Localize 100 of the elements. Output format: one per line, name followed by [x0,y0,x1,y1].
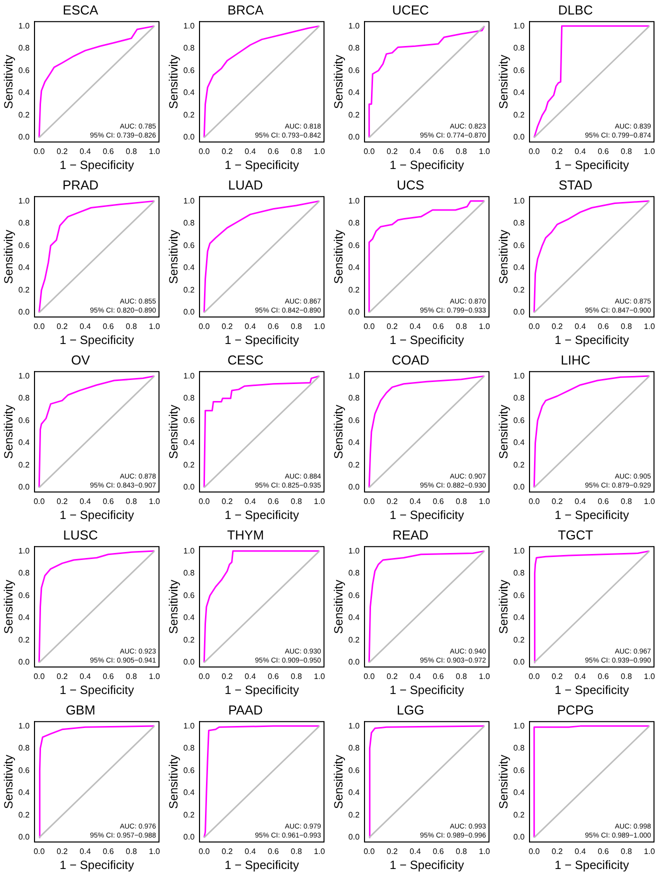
y-tick-label: 0.8 [183,44,196,53]
x-tick-label: 1.0 [644,147,656,156]
x-tick-label: 0.4 [574,672,586,682]
x-tick-label: 0.6 [432,322,444,332]
y-tick-label: 0.0 [348,832,360,842]
chart-title: PRAD [62,177,99,192]
y-tick-label: 0.8 [513,218,526,228]
y-tick-label: 0.2 [513,110,526,120]
y-tick-label: 0.8 [348,394,360,403]
x-tick-label: 0.0 [364,847,376,856]
x-axis-title: 1 − Specificity [60,858,134,872]
x-tick-label: 0.4 [574,847,586,856]
chart-title: UCS [396,177,425,192]
y-tick-label: 0.4 [513,788,526,798]
x-axis-title: 1 − Specificity [60,333,134,348]
y-tick-label: 0.2 [18,810,30,820]
x-tick-label: 0.6 [598,147,610,156]
x-tick-label: 1.0 [314,672,326,682]
x-tick-label: 0.6 [432,497,444,506]
x-tick-label: 0.8 [620,847,632,856]
y-tick-label: 0.4 [513,263,526,272]
y-tick-label: 1.0 [18,196,30,206]
x-tick-label: 0.4 [80,322,92,332]
y-tick-label: 0.4 [18,438,30,448]
y-tick-label: 0.6 [183,416,196,425]
y-tick-label: 0.2 [348,810,360,820]
x-tick-label: 0.0 [364,672,376,682]
y-tick-label: 0.4 [513,613,526,622]
x-tick-label: 0.2 [386,847,398,856]
x-tick-label: 1.0 [314,497,326,506]
x-tick-label: 0.8 [456,322,468,332]
y-tick-label: 0.4 [348,613,360,622]
y-tick-label: 0.0 [18,832,30,842]
y-tick-label: 0.0 [348,482,360,492]
y-tick-label: 1.0 [18,721,30,730]
x-axis-title: 1 − Specificity [224,858,299,872]
y-tick-label: 0.2 [348,635,360,644]
x-tick-label: 1.0 [148,847,160,856]
y-tick-label: 0.8 [348,744,360,753]
y-tick-label: 0.6 [348,66,360,75]
y-tick-label: 0.4 [18,788,30,798]
x-axis-title: 1 − Specificity [390,333,464,348]
x-tick-label: 0.6 [432,147,444,156]
x-tick-label: 0.6 [102,672,114,682]
x-tick-label: 1.0 [478,672,490,682]
chart-title: OV [71,352,90,368]
y-tick-label: 0.4 [18,613,30,622]
x-axis-title: 1 − Specificity [554,333,629,348]
y-axis-title: Sensitivity [496,754,511,809]
y-tick-label: 0.8 [18,744,30,753]
x-tick-label: 0.4 [574,497,586,506]
x-tick-label: 0.4 [244,322,256,332]
y-axis-title: Sensitivity [2,404,16,459]
x-tick-label: 1.0 [644,672,656,682]
x-tick-label: 0.8 [290,847,302,856]
y-tick-label: 1.0 [348,721,360,730]
y-tick-label: 1.0 [183,546,196,556]
y-tick-label: 0.6 [513,590,526,600]
x-tick-label: 0.2 [386,322,398,332]
y-tick-label: 0.6 [513,766,526,775]
x-axis-title: 1 − Specificity [224,508,299,522]
y-tick-label: 0.8 [18,394,30,403]
y-tick-label: 1.0 [183,371,196,380]
y-tick-label: 0.0 [183,658,196,667]
x-tick-label: 0.0 [528,322,540,332]
x-tick-label: 1.0 [478,147,490,156]
y-tick-label: 0.0 [513,658,526,667]
x-tick-label: 1.0 [478,497,490,506]
x-tick-label: 0.0 [34,497,46,506]
x-axis-title: 1 − Specificity [554,858,629,872]
chart-title: LUAD [228,177,263,192]
chart-title: DLBC [558,2,593,18]
x-tick-label: 0.4 [80,672,92,682]
y-tick-label: 0.8 [18,44,30,53]
x-tick-label: 0.8 [126,322,138,332]
y-tick-label: 1.0 [348,196,360,206]
x-tick-label: 0.8 [290,322,302,332]
y-tick-label: 0.0 [348,658,360,667]
x-tick-label: 1.0 [478,322,490,332]
y-tick-label: 0.2 [348,460,360,470]
y-tick-label: 0.2 [18,285,30,294]
x-tick-label: 0.2 [56,497,68,506]
x-axis-title: 1 − Specificity [224,333,299,348]
x-tick-label: 0.6 [598,672,610,682]
y-tick-label: 0.2 [183,635,196,644]
y-tick-label: 0.4 [348,88,360,98]
x-tick-label: 1.0 [314,147,326,156]
y-axis-title: Sensitivity [332,754,346,809]
y-axis-title: Sensitivity [496,54,511,109]
y-tick-label: 0.4 [183,613,196,622]
x-axis-title: 1 − Specificity [60,683,134,698]
y-tick-label: 0.8 [513,44,526,53]
x-tick-label: 0.2 [552,672,564,682]
x-tick-label: 0.0 [34,322,46,332]
y-tick-label: 0.8 [513,744,526,753]
y-tick-label: 0.0 [513,482,526,492]
x-axis-title: 1 − Specificity [60,508,134,522]
y-tick-label: 0.6 [18,590,30,600]
x-tick-label: 0.8 [126,847,138,856]
x-tick-label: 1.0 [148,147,160,156]
